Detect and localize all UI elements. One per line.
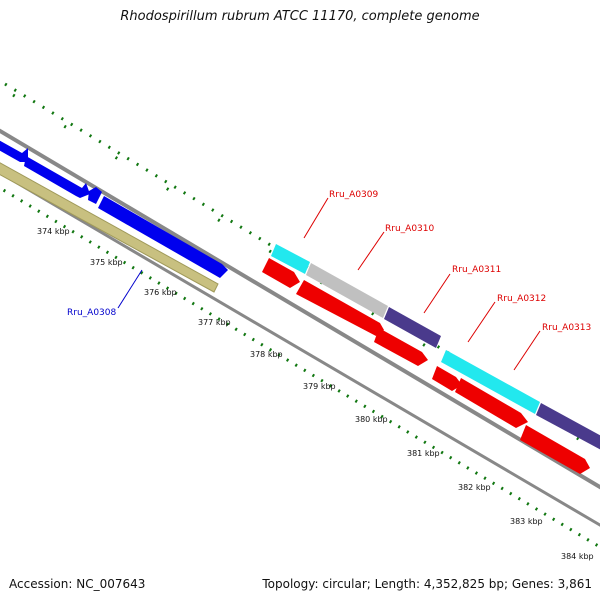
label-leaders: [117, 197, 541, 371]
feature-group-right: [262, 244, 600, 474]
cyan-feature-band: [271, 244, 310, 274]
kbp-label: 376 kbp: [144, 288, 177, 297]
kbp-label: 378 kbp: [250, 350, 283, 359]
inner-minor-ticks: [0, 186, 600, 549]
forward-cds-arrow: [0, 140, 28, 162]
kbp-label: 381 kbp: [407, 449, 440, 458]
gene-label-rru-a0310[interactable]: Rru_A0310: [385, 224, 434, 234]
reverse-cds-arrow: [520, 425, 590, 474]
reverse-cds-arrow: [296, 280, 384, 336]
inner-tick-ring: [0, 186, 600, 549]
kbp-label: 377 kbp: [198, 318, 231, 327]
gene-label-rru-a0309[interactable]: Rru_A0309: [329, 190, 378, 200]
kbp-label: 384 kbp: [561, 552, 594, 561]
grey-feature-band: [306, 263, 388, 318]
reverse-cds-arrow: [432, 366, 462, 391]
reverse-cds-arrow: [374, 328, 428, 366]
accession-text: Accession: NC_007643: [9, 577, 146, 591]
navy-feature-band: [384, 307, 441, 348]
forward-cds-arrow: [24, 156, 90, 198]
gene-label-rru-a0311[interactable]: Rru_A0311: [452, 265, 501, 275]
navy-feature-band: [536, 403, 600, 450]
gene-label-rru-a0312[interactable]: Rru_A0312: [497, 294, 546, 304]
leader-line: [467, 301, 496, 343]
leader-line: [303, 197, 329, 239]
feature-group-left: [0, 140, 228, 293]
gene-labels: Rru_A0308 Rru_A0309 Rru_A0310 Rru_A0311 …: [67, 190, 591, 333]
genome-summary-text: Topology: circular; Length: 4,352,825 bp…: [262, 577, 592, 591]
reverse-cds-arrow: [262, 258, 300, 288]
kbp-label: 374 kbp: [37, 227, 70, 236]
gene-label-rru-a0308[interactable]: Rru_A0308: [67, 308, 116, 318]
gene-label-rru-a0313[interactable]: Rru_A0313: [542, 323, 591, 333]
reverse-cds-arrow: [455, 378, 528, 428]
leader-line: [513, 330, 541, 371]
kbp-label: 382 kbp: [458, 483, 491, 492]
cyan-feature-band: [441, 350, 540, 414]
olive-feature-band: [0, 162, 219, 293]
forward-cds-arrow: [88, 187, 102, 204]
leader-line: [357, 231, 385, 271]
kbp-label: 380 kbp: [355, 415, 388, 424]
leader-line: [423, 273, 451, 314]
map-title: Rhodospirillum rubrum ATCC 11170, comple…: [120, 9, 480, 24]
kbp-labels: 374 kbp 375 kbp 376 kbp 377 kbp 378 kbp …: [37, 227, 594, 561]
backbone-lower: [0, 171, 600, 527]
leader-line: [117, 269, 143, 309]
kbp-label: 383 kbp: [510, 517, 543, 526]
kbp-label: 379 kbp: [303, 382, 336, 391]
forward-cds-arrow: [98, 196, 228, 278]
kbp-label: 375 kbp: [90, 258, 123, 267]
